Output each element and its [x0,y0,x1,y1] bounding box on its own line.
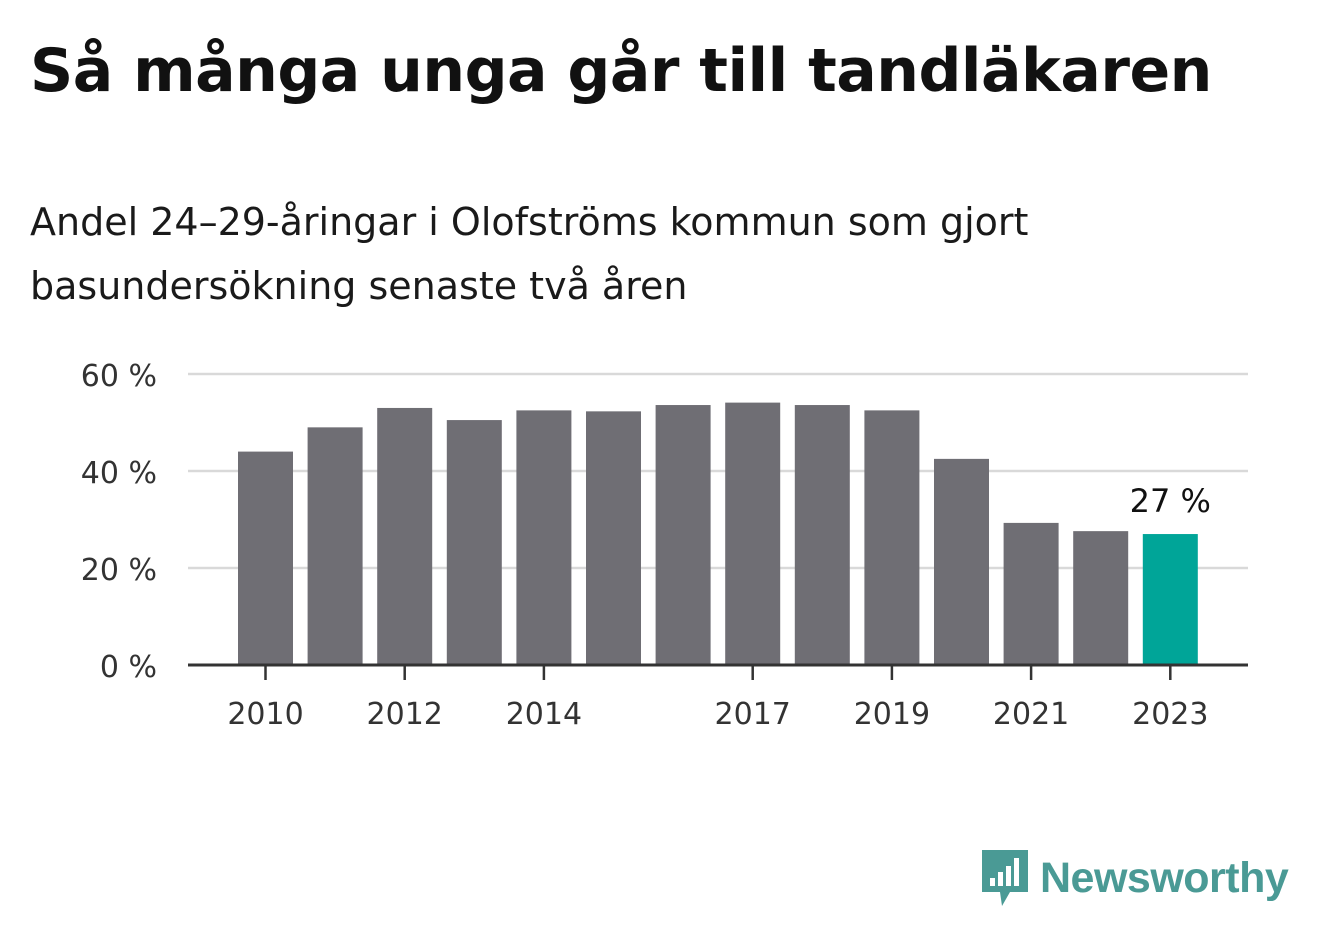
chart-subtitle: Andel 24–29-åringar i Olofströms kommun … [30,200,1029,308]
newsworthy-logo-text: Newsworthy [1040,853,1289,902]
y-tick-label: 20 % [81,553,157,588]
bar-2019 [864,410,920,665]
bar-2017 [725,402,781,665]
x-tick-label: 2019 [854,697,930,732]
bar-chart: 0 % 20 % 40 % 60 % 2010 2012 2014 2017 2019 2021 2… [81,359,1248,732]
x-tick-label: 2023 [1132,697,1208,732]
x-tick-label: 2021 [993,697,1069,732]
y-tick-label: 40 % [81,456,157,491]
bar-2015 [586,411,641,665]
bar-2010 [238,451,293,665]
x-tick-label: 2012 [367,697,443,732]
newsworthy-logo: Newsworthy [980,848,1289,908]
bar-2023 [1142,534,1198,665]
bar-2020 [934,458,989,665]
bar-2022 [1073,531,1129,665]
bar-2012 [377,407,433,665]
y-tick-label: 60 % [81,359,157,394]
chart-title: Så många unga går till tandläkaren [30,36,1212,106]
bar-2013 [446,420,502,665]
x-tick-label: 2014 [506,697,582,732]
bar-2016 [655,405,711,665]
x-tick-label: 2010 [227,697,303,732]
bar-2014 [516,410,572,665]
y-tick-label: 0 % [100,650,157,685]
bar-2021 [1003,522,1059,665]
data-label: 27 % [1130,482,1211,520]
bar-2018 [794,405,850,665]
x-tick-label: 2017 [715,697,791,732]
bar-2011 [307,427,363,665]
newsworthy-logo-icon [982,850,1028,906]
